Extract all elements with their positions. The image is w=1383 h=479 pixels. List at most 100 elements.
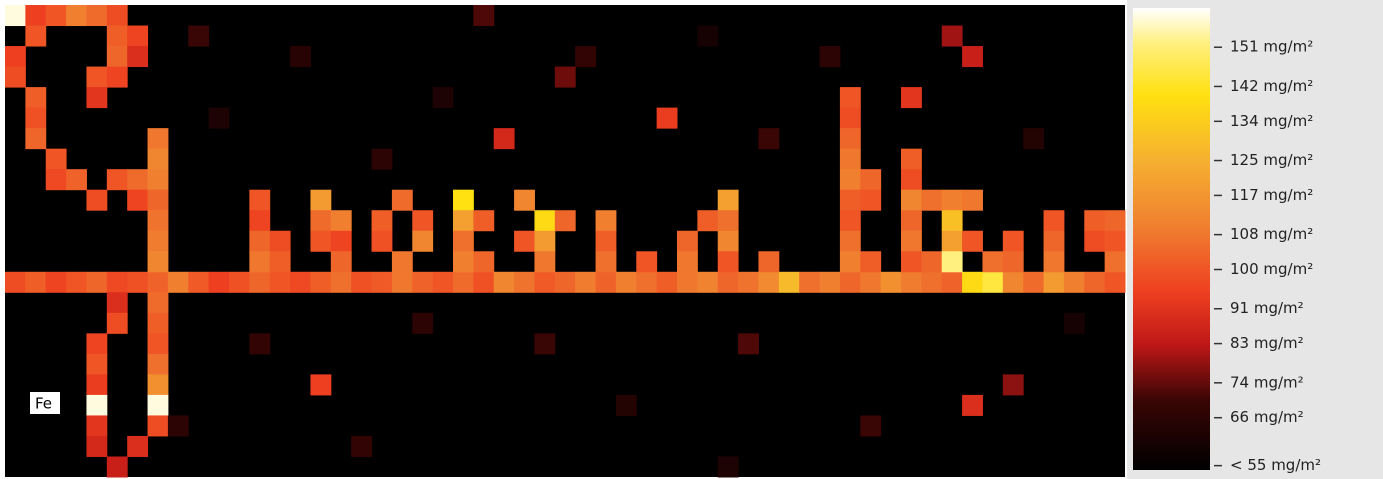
tick-label: 117 mg/m² — [1230, 186, 1313, 204]
heat-cell — [473, 210, 495, 232]
heat-cell — [778, 271, 800, 293]
heat-cell — [595, 230, 617, 252]
heat-cell — [127, 25, 149, 47]
heat-cell — [473, 5, 495, 27]
heat-cell — [839, 107, 861, 129]
heat-cell — [66, 169, 87, 191]
heat-cell — [371, 148, 393, 170]
heat-cell — [412, 230, 434, 252]
tick-label: 125 mg/m² — [1230, 151, 1313, 169]
heat-cell — [330, 230, 352, 252]
heat-cell — [1063, 312, 1085, 334]
heat-cell — [106, 5, 128, 27]
heat-cell — [839, 148, 861, 170]
heat-cell — [147, 292, 169, 314]
heat-cell — [147, 230, 169, 252]
heat-cell — [5, 271, 26, 293]
heat-cell — [860, 415, 882, 437]
heat-cell — [1043, 251, 1065, 273]
heat-cell — [473, 251, 495, 273]
heat-cell — [758, 271, 780, 293]
heat-cell — [147, 394, 169, 416]
heat-cell — [310, 210, 332, 232]
heat-cell — [819, 46, 841, 68]
heat-cell — [615, 271, 637, 293]
heat-cell — [147, 415, 169, 437]
heat-cell — [208, 271, 230, 293]
cell-layer — [5, 5, 1126, 478]
heat-cell — [901, 271, 922, 293]
heat-cell — [249, 230, 271, 252]
heat-cell — [554, 271, 576, 293]
heat-cell — [86, 374, 108, 396]
heat-cell — [738, 333, 759, 355]
heat-cell — [167, 271, 189, 293]
heat-cell — [330, 251, 352, 273]
heat-cell — [45, 148, 67, 170]
heat-cell — [86, 5, 108, 27]
heat-cell — [453, 271, 474, 293]
heat-cell — [106, 46, 128, 68]
heat-cell — [127, 189, 149, 211]
heat-cell — [493, 128, 515, 150]
heat-cell — [677, 271, 698, 293]
heat-cell — [453, 251, 474, 273]
heat-cell — [901, 189, 922, 211]
element-label: Fe — [35, 395, 52, 413]
heat-cell — [941, 271, 963, 293]
heat-cell — [901, 251, 922, 273]
heat-cell — [1084, 271, 1106, 293]
heat-cell — [147, 271, 169, 293]
heat-cell — [839, 271, 861, 293]
heat-cell — [167, 415, 189, 437]
heat-cell — [473, 271, 495, 293]
heat-cell — [962, 230, 983, 252]
heat-cell — [717, 251, 739, 273]
heat-cell — [127, 169, 149, 191]
heat-cell — [330, 210, 352, 232]
heat-cell — [554, 210, 576, 232]
heat-cell — [1002, 271, 1024, 293]
heat-cell — [839, 230, 861, 252]
tick-label: 108 mg/m² — [1230, 225, 1313, 243]
heat-cell — [534, 251, 556, 273]
heat-cell — [758, 128, 780, 150]
heat-cell — [188, 271, 210, 293]
heat-cell — [127, 271, 149, 293]
heat-cell — [921, 189, 943, 211]
heat-cell — [1043, 271, 1065, 293]
heat-cell — [106, 292, 128, 314]
heat-cell — [1002, 230, 1024, 252]
heat-cell — [453, 230, 474, 252]
heat-cell — [351, 435, 373, 457]
heat-cell — [839, 87, 861, 109]
heat-cell — [860, 189, 882, 211]
heat-cell — [310, 230, 332, 252]
tick-label: 151 mg/m² — [1230, 38, 1313, 56]
heat-cell — [839, 169, 861, 191]
heat-cell — [1104, 251, 1126, 273]
heat-cell — [962, 271, 983, 293]
heat-cell — [636, 271, 658, 293]
heat-cell — [147, 169, 169, 191]
heat-cell — [738, 271, 759, 293]
heat-cell — [45, 271, 67, 293]
heat-cell — [1104, 210, 1126, 232]
heat-cell — [25, 25, 47, 47]
heat-cell — [208, 107, 230, 129]
heat-cell — [493, 271, 515, 293]
heat-cell — [880, 271, 902, 293]
heat-cell — [188, 25, 210, 47]
heat-cell — [310, 189, 332, 211]
heat-cell — [229, 271, 250, 293]
heat-cell — [269, 251, 291, 273]
heat-cell — [412, 210, 434, 232]
heat-cell — [514, 230, 535, 252]
heat-cell — [127, 46, 149, 68]
heat-cell — [941, 189, 963, 211]
heat-cell — [106, 456, 128, 478]
heat-cell — [147, 374, 169, 396]
heat-cell — [717, 210, 739, 232]
heat-cell — [1002, 251, 1024, 273]
